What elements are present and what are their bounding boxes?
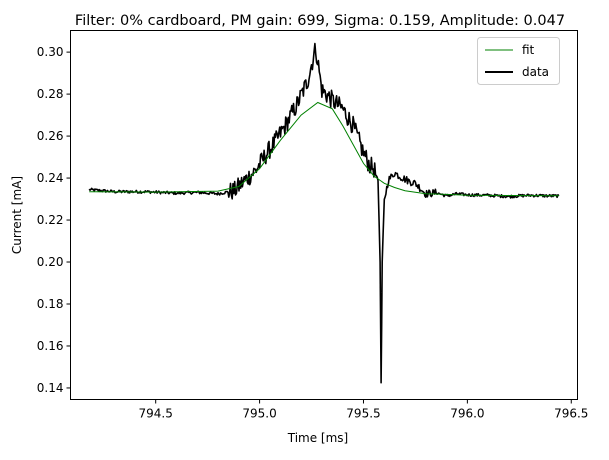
x-tick-label: 795.5	[346, 407, 380, 421]
x-axis-label: Time [ms]	[287, 431, 349, 445]
legend-fit-label: fit	[522, 43, 535, 57]
y-tick-label: 0.18	[37, 297, 64, 311]
x-tick-label: 796.0	[450, 407, 484, 421]
y-tick-label: 0.24	[37, 171, 64, 185]
fit-series-line	[89, 101, 559, 197]
y-tick-label: 0.20	[37, 255, 64, 269]
y-tick-label: 0.16	[37, 339, 64, 353]
y-tick-label: 0.14	[37, 381, 64, 395]
y-axis-label: Current [mA]	[10, 176, 24, 254]
y-tick-label: 0.22	[37, 213, 64, 227]
x-tick-label: 796.5	[554, 407, 588, 421]
y-tick-label: 0.28	[37, 87, 64, 101]
chart-title: Filter: 0% cardboard, PM gain: 699, Sigm…	[75, 13, 565, 29]
plot-frame	[70, 30, 578, 400]
x-tick-label: 794.5	[139, 407, 173, 421]
y-tick-label: 0.26	[37, 129, 64, 143]
legend: fit data	[477, 37, 560, 85]
plot-area	[88, 42, 560, 384]
y-tick-label: 0.30	[37, 45, 64, 59]
x-tick-label: 795.0	[242, 407, 276, 421]
x-axis: 794.5 795.0 795.5 796.0 796.5	[139, 399, 588, 421]
y-axis: 0.14 0.16 0.18 0.20 0.22 0.24 0.26 0.28 0.30	[37, 45, 71, 395]
legend-data-label: data	[522, 65, 549, 79]
